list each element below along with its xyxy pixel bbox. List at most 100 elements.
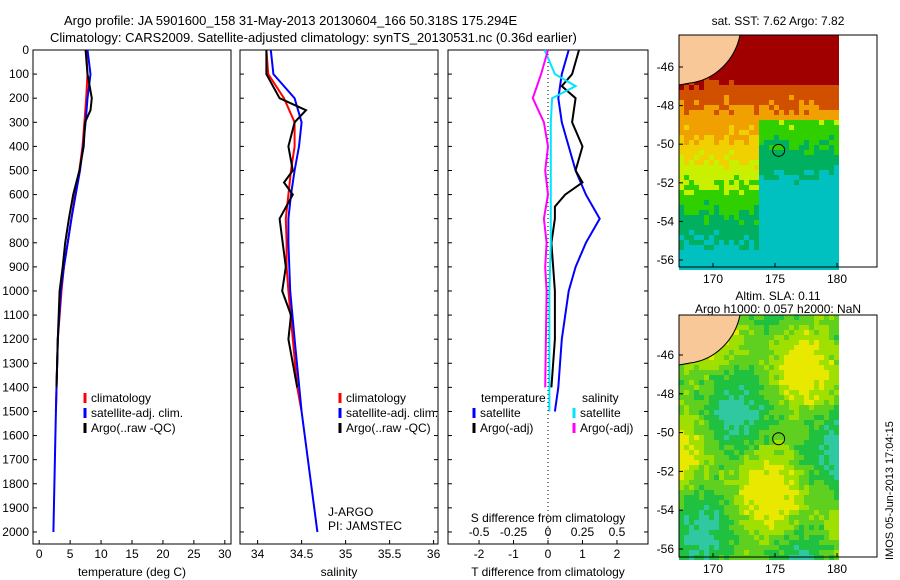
map-cell [759,140,764,145]
map-cell [739,230,744,235]
map-cell [809,480,814,485]
map-cell [824,80,829,85]
map-cell [739,210,744,215]
map-cell [759,205,764,210]
map-cell [749,105,754,110]
map-cell [834,250,839,255]
map-cell [784,455,789,460]
map-cell [744,75,749,80]
map-cell [694,240,699,245]
map-cell [754,370,759,375]
map-cell [754,390,759,395]
map-cell [684,460,689,465]
map-cell [799,120,804,125]
map-cell [799,400,804,405]
map-cell [819,155,824,160]
map-cell [809,75,814,80]
map-cell [694,475,699,480]
map-cell [754,470,759,475]
map-cell [824,85,829,90]
map-cell [699,165,704,170]
map-cell [804,495,809,500]
map-cell [754,130,759,135]
map-cell [699,170,704,175]
map-cell [819,180,824,185]
map-cell [749,470,754,475]
map-cell [774,75,779,80]
map-cell [829,345,834,350]
map-cell [759,60,764,65]
map-cell [684,525,689,530]
map-cell [759,435,764,440]
map-cell [749,345,754,350]
map-cell [834,100,839,105]
map-cell [799,520,804,525]
map-cell [754,40,759,45]
map-cell [769,200,774,205]
map-cell [739,170,744,175]
map-cell [679,470,684,475]
map-cell [759,535,764,540]
map-cell [789,210,794,215]
map-cell [814,165,819,170]
map-cell [834,85,839,90]
map-cell [834,360,839,365]
map-cell [799,365,804,370]
map-cell [774,355,779,360]
map-cell [719,255,724,260]
map-cell [764,85,769,90]
map-cell [729,75,734,80]
map-cell [829,230,834,235]
map-cell [754,395,759,400]
map-cell [719,75,724,80]
map-cell [779,330,784,335]
map-cell [789,245,794,250]
map-cell [694,100,699,105]
map-cell [829,100,834,105]
map-cell [794,55,799,60]
map-cell [719,225,724,230]
y-tick-label: 1300 [2,356,29,370]
map-cell [784,95,789,100]
map-cell [749,365,754,370]
map-cell [739,100,744,105]
map-cell [789,535,794,540]
map-cell [824,545,829,550]
map-cell [799,415,804,420]
map-cell [694,215,699,220]
map-cell [734,370,739,375]
map-cell [794,440,799,445]
map-cell [774,95,779,100]
map-cell [719,95,724,100]
legend-title: salinity [582,391,619,405]
map-cell [689,230,694,235]
map-cell [769,215,774,220]
land-mass [678,314,741,366]
map-cell [789,95,794,100]
map-cell [679,380,684,385]
y-tick-label: 1100 [3,308,29,322]
map-cell [759,550,764,555]
map-cell [794,430,799,435]
map-cell [714,465,719,470]
map-cell [784,155,789,160]
map-cell [764,110,769,115]
map-cell [744,405,749,410]
map-cell [689,210,694,215]
map-cell [774,85,779,90]
map-cell [829,320,834,325]
map-cell [684,500,689,505]
map-cell [689,105,694,110]
map-cell [824,45,829,50]
map-cell [764,550,769,555]
map-cell [749,485,754,490]
map-cell [794,505,799,510]
map-cell [734,170,739,175]
map-cell [799,485,804,490]
map-cell [709,510,714,515]
map-cell [744,210,749,215]
map-cell [789,125,794,130]
map-cell [739,355,744,360]
map-cell [734,85,739,90]
map-cell [809,245,814,250]
